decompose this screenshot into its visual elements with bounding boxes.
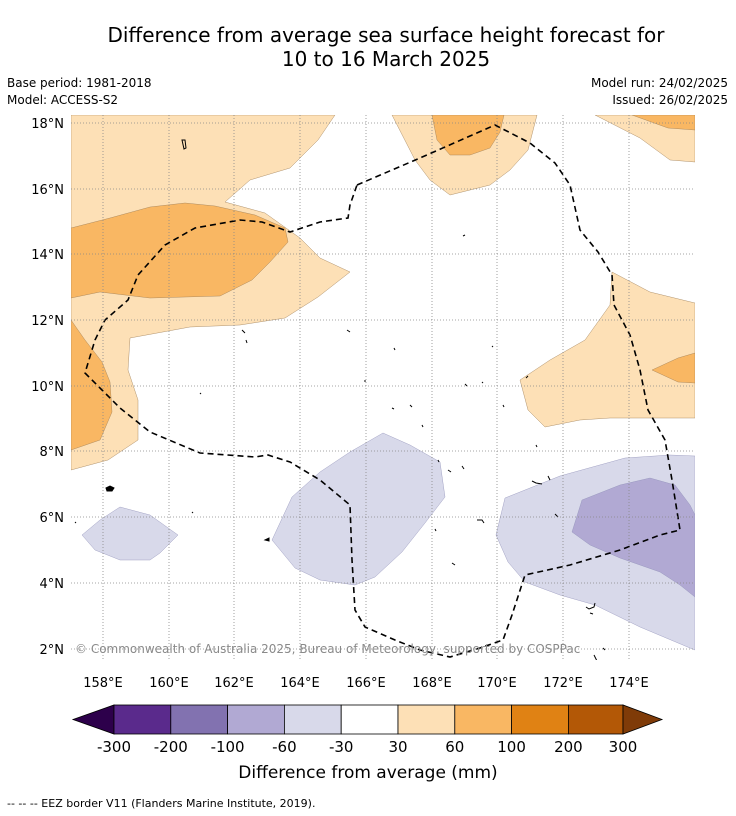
anomaly-region-east-pos30 bbox=[519, 271, 695, 428]
gridlines bbox=[71, 115, 695, 660]
base-period: Base period: 1981-2018 bbox=[7, 76, 152, 90]
colorbar-tick: -60 bbox=[272, 738, 297, 756]
lon-label: 158°E bbox=[83, 676, 123, 691]
colorbar-tick: 200 bbox=[554, 738, 583, 756]
chart-title-line1: Difference from average sea surface heig… bbox=[107, 23, 665, 47]
colorbar-tick: -30 bbox=[329, 738, 354, 756]
colorbar-tick: -100 bbox=[211, 738, 245, 756]
anomaly-region-southwest-pos60 bbox=[71, 319, 113, 451]
colorbar-swatch bbox=[511, 704, 569, 735]
colorbar-swatch bbox=[568, 704, 624, 735]
lat-label: 2°N bbox=[40, 643, 65, 658]
lat-label: 14°N bbox=[31, 248, 64, 263]
lon-label: 166°E bbox=[346, 676, 386, 691]
eez-legend-note: -- -- -- EEZ border V11 (Flanders Marine… bbox=[7, 797, 316, 810]
colorbar-swatch bbox=[170, 704, 229, 735]
colorbar-extend-min bbox=[71, 704, 115, 735]
colorbar-tick: -200 bbox=[154, 738, 188, 756]
colorbar-swatch bbox=[227, 704, 285, 735]
colorbar-swatch bbox=[283, 704, 342, 735]
lon-label: 164°E bbox=[280, 676, 320, 691]
anomaly-contours bbox=[71, 115, 695, 660]
anomaly-region-east-neg60 bbox=[571, 477, 695, 598]
colorbar-swatch bbox=[340, 704, 399, 735]
lon-label: 162°E bbox=[214, 676, 254, 691]
lon-label: 172°E bbox=[543, 676, 583, 691]
colorbar-label: Difference from average (mm) bbox=[238, 763, 497, 783]
colorbar-tick: 300 bbox=[609, 738, 638, 756]
colorbar bbox=[71, 704, 664, 735]
lat-label: 12°N bbox=[31, 314, 64, 329]
model-name: Model: ACCESS-S2 bbox=[7, 93, 119, 107]
lon-label: 160°E bbox=[149, 676, 189, 691]
anomaly-region-central-neg30 bbox=[271, 432, 446, 586]
lat-label: 10°N bbox=[31, 380, 64, 395]
lat-label: 8°N bbox=[40, 445, 65, 460]
colorbar-tick: 100 bbox=[497, 738, 526, 756]
colorbar-tick: 30 bbox=[388, 738, 407, 756]
colorbar-tick: 60 bbox=[445, 738, 464, 756]
eez-border bbox=[84, 124, 681, 658]
lon-label: 168°E bbox=[412, 676, 452, 691]
lat-label: 16°N bbox=[31, 183, 64, 198]
lat-label: 6°N bbox=[40, 511, 65, 526]
islands bbox=[74, 139, 606, 660]
lat-label: 18°N bbox=[31, 117, 64, 132]
lon-label: 174°E bbox=[609, 676, 649, 691]
anomaly-region-east-pos60 bbox=[651, 352, 695, 384]
colorbar-swatch bbox=[397, 704, 456, 735]
colorbar-swatch bbox=[113, 704, 172, 735]
chart-title-line2: 10 to 16 March 2025 bbox=[281, 47, 491, 71]
anomaly-region-west-neg30 bbox=[81, 506, 179, 561]
lat-label: 4°N bbox=[40, 577, 65, 592]
colorbar-tick: -300 bbox=[97, 738, 131, 756]
colorbar-swatch bbox=[454, 704, 512, 735]
issued-date: Issued: 26/02/2025 bbox=[612, 93, 728, 107]
anomaly-region-northeast-pos60 bbox=[631, 115, 695, 131]
lon-label: 170°E bbox=[477, 676, 517, 691]
colorbar-extend-max bbox=[622, 704, 664, 735]
model-run: Model run: 24/02/2025 bbox=[590, 76, 728, 90]
copyright-watermark: © Commonwealth of Australia 2025, Bureau… bbox=[75, 642, 580, 656]
